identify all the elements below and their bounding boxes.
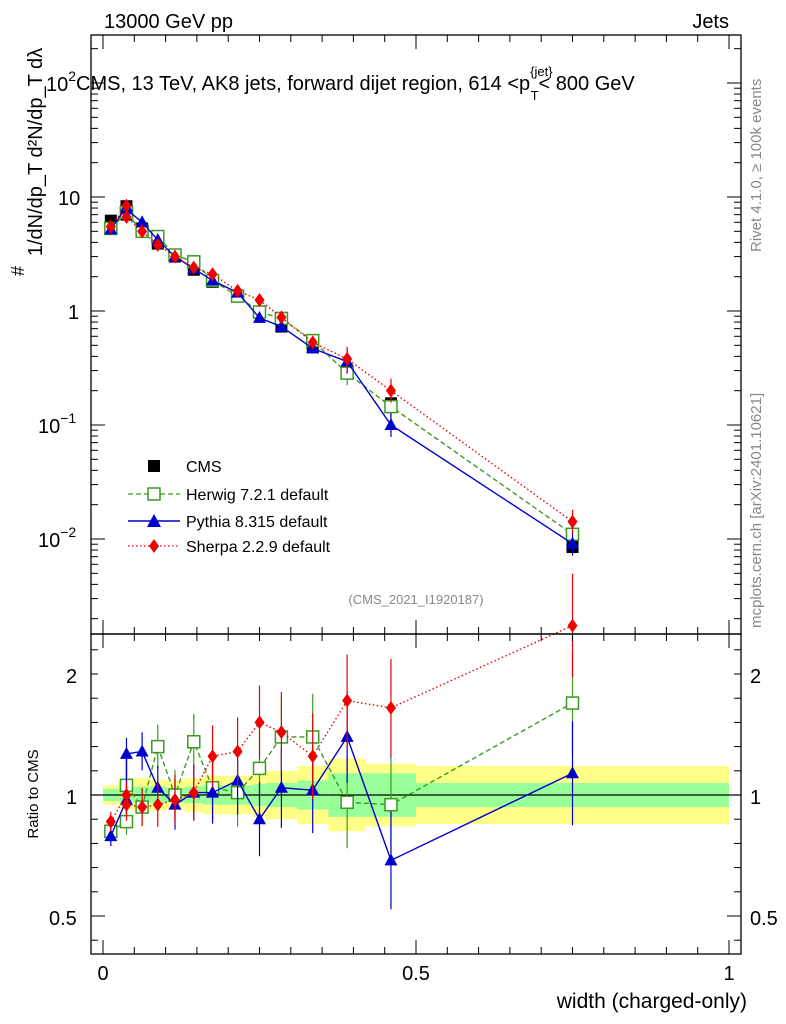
mcplots-label: mcplots.cern.ch [arXiv:2401.10621] bbox=[748, 393, 765, 628]
ratio-point-2-2 bbox=[121, 797, 132, 812]
ratio-point-1-7 bbox=[206, 785, 220, 798]
main-point-2-14 bbox=[566, 536, 579, 549]
ratio-point-2-6 bbox=[188, 785, 199, 800]
ratio-point-1-13 bbox=[384, 853, 398, 866]
header-left: 13000 GeV pp bbox=[104, 11, 233, 33]
legend-marker-pythia bbox=[147, 514, 161, 527]
main-title: CMS, 13 TeV, AK8 jets, forward dijet reg… bbox=[76, 64, 635, 103]
ratio-point-2-12 bbox=[342, 693, 353, 708]
ratio-point-1-9 bbox=[253, 812, 266, 825]
ratio-marks bbox=[104, 573, 580, 910]
legend-label-herwig: Herwig 7.2.1 default bbox=[186, 487, 329, 504]
legend-marker-sherpa bbox=[149, 539, 159, 553]
legend-marker-herwig bbox=[147, 487, 161, 501]
main-point-2-9 bbox=[253, 310, 266, 323]
main-point-2-13 bbox=[384, 418, 398, 430]
ratio-ylabel: Ratio to CMS bbox=[25, 749, 42, 838]
ratio-point-0-13 bbox=[384, 797, 398, 812]
main-panel: 102 10 1 10−1 10−2 CMS, 13 TeV, AK8 jets… bbox=[8, 34, 742, 635]
ratio-point-1-2 bbox=[119, 746, 133, 759]
ratio-line-2 bbox=[110, 624, 573, 822]
ratio-point-2-4 bbox=[152, 797, 163, 812]
xtick-label-0p5: 0.5 bbox=[402, 963, 430, 985]
xtick-label-0: 0 bbox=[97, 963, 108, 985]
main-point-3-10 bbox=[276, 310, 287, 325]
legend-label-cms: CMS bbox=[186, 459, 222, 476]
main-ticks bbox=[91, 35, 741, 634]
ratio-ytick-label-right-2: 2 bbox=[750, 666, 761, 688]
ytick-label-1e1: 10 bbox=[58, 188, 80, 210]
ratio-ytick-label-right-1: 1 bbox=[750, 787, 761, 809]
main-point-3-13 bbox=[385, 383, 396, 398]
main-point-3-2 bbox=[121, 209, 132, 224]
ratio-point-0-6 bbox=[187, 735, 201, 749]
ratio-point-2-7 bbox=[207, 749, 218, 764]
ratio-point-2-14 bbox=[567, 618, 578, 633]
main-ylabel: 1/dN/dp_T d²N/dp_T dλ # bbox=[8, 48, 47, 276]
main-point-3-0 bbox=[105, 219, 116, 234]
ratio-ytick-label-2: 2 bbox=[66, 666, 77, 688]
ratio-point-2-3 bbox=[137, 800, 148, 815]
main-point-2-10 bbox=[274, 319, 288, 332]
ratio-point-2-9 bbox=[254, 715, 265, 730]
ytick-label-1: 1 bbox=[68, 302, 79, 324]
ratio-point-0-4 bbox=[151, 739, 165, 754]
main-point-3-6 bbox=[188, 260, 199, 275]
ratio-panel: 2 1 0.5 2 1 0.5 Ratio to CMS 0 0.5 1 wid… bbox=[25, 573, 778, 1013]
ratio-point-2-11 bbox=[307, 749, 318, 764]
legend: CMS Herwig 7.2.1 default Pythia 8.315 de… bbox=[128, 459, 331, 556]
ratio-point-0-14 bbox=[565, 696, 580, 710]
main-marks bbox=[104, 198, 580, 556]
main-point-3-9 bbox=[254, 292, 265, 307]
ratio-point-2-13 bbox=[385, 700, 396, 715]
legend-label-pythia: Pythia 8.315 default bbox=[186, 514, 328, 531]
ratio-point-1-0 bbox=[104, 829, 118, 842]
ratio-point-0-12 bbox=[340, 795, 354, 810]
main-point-3-3 bbox=[137, 224, 148, 239]
ratio-ytick-label-0p5: 0.5 bbox=[49, 908, 77, 930]
legend-label-sherpa: Sherpa 2.2.9 default bbox=[186, 539, 331, 556]
main-point-3-7 bbox=[207, 267, 218, 282]
main-line-3 bbox=[110, 203, 573, 523]
ytick-label-1e-2: 10−2 bbox=[38, 524, 76, 552]
main-point-3-11 bbox=[307, 335, 318, 350]
main-point-3-12 bbox=[342, 351, 353, 366]
main-point-3-8 bbox=[232, 283, 243, 298]
xlabel: width (charged-only) bbox=[556, 990, 747, 1013]
ratio-point-1-3 bbox=[135, 744, 149, 757]
legend-marker-cms bbox=[148, 460, 160, 472]
ratio-point-2-5 bbox=[169, 792, 180, 807]
main-ylabel-hash: # bbox=[8, 266, 28, 276]
main-point-3-4 bbox=[152, 237, 163, 252]
ratio-point-0-9 bbox=[252, 761, 267, 776]
ratio-ytick-label-1: 1 bbox=[66, 787, 77, 809]
xtick-label-1: 1 bbox=[723, 963, 734, 985]
analysis-watermark: (CMS_2021_I1920187) bbox=[348, 592, 483, 607]
main-point-3-1 bbox=[121, 198, 132, 213]
ratio-ytick-label-right-0p5: 0.5 bbox=[750, 908, 778, 930]
main-point-2-3 bbox=[135, 215, 149, 228]
ytick-label-1e2: 102 bbox=[46, 68, 76, 96]
ratio-point-1-14 bbox=[566, 766, 579, 779]
ratio-point-2-0 bbox=[105, 814, 116, 829]
ratio-point-2-10 bbox=[276, 725, 287, 740]
main-point-3-5 bbox=[169, 249, 180, 264]
ratio-point-1-10 bbox=[274, 780, 288, 793]
ratio-ticks bbox=[91, 634, 741, 954]
ratio-point-2-8 bbox=[232, 744, 243, 759]
main-point-3-14 bbox=[567, 514, 578, 529]
rivet-label: Rivet 4.1.0, ≥ 100k events bbox=[748, 79, 765, 252]
main-ylabel-text: 1/dN/dp_T d²N/dp_T dλ bbox=[25, 48, 47, 256]
header-right: Jets bbox=[692, 11, 729, 33]
ytick-label-1e-1: 10−1 bbox=[38, 410, 76, 438]
